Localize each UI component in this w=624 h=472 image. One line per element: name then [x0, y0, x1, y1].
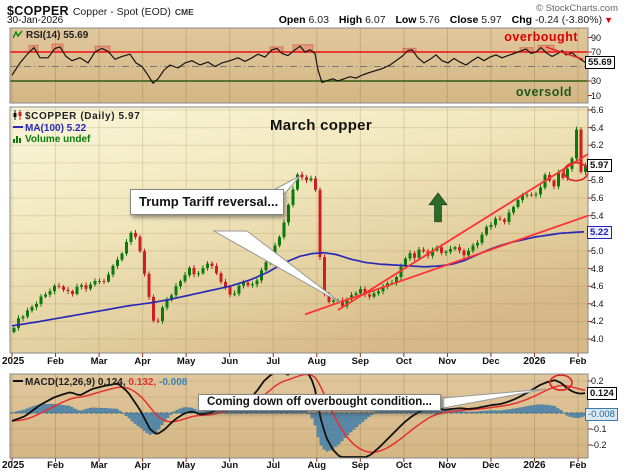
month-label: Mar	[90, 356, 108, 367]
signal-value-label: 0.132,	[128, 377, 157, 388]
month-label: Jun	[221, 356, 239, 367]
symbol-label: $COPPER	[7, 4, 69, 18]
price-axis-tick-label: 5.6	[591, 193, 604, 204]
header-title: $COPPER Copper - Spot (EOD) CME	[7, 2, 194, 20]
macd-axis-tick-label: -0.2	[591, 440, 607, 450]
ma-line-icon	[13, 126, 23, 128]
price-value-badge: 5.97	[587, 159, 612, 172]
price-axis-tick-label: 4.4	[591, 298, 604, 309]
price-axis-tick-label: 6.4	[591, 122, 604, 133]
volume-legend: Volume undef	[13, 134, 90, 145]
month-label: 2026	[523, 356, 546, 367]
price-axis-tick-label: 6.2	[591, 140, 604, 151]
month-label: Jul	[266, 460, 281, 471]
rsi-icon	[12, 30, 23, 42]
oversold-label: oversold	[515, 85, 572, 99]
macd-value-badge: 0.124	[587, 387, 617, 400]
chg-down-triangle-icon: ▼	[604, 15, 613, 25]
price-axis-tick-label: 5.8	[591, 175, 604, 186]
month-label: Jun	[221, 460, 239, 471]
month-label: Dec	[482, 356, 500, 367]
rsi-axis-tick-label: 70	[591, 47, 602, 57]
price-axis-tick-label: 4.2	[591, 316, 604, 327]
open-label: Open	[278, 14, 306, 26]
rsi-axis-tick-label: 30	[591, 76, 602, 86]
high-label: High	[338, 14, 363, 26]
chg-label: Chg	[511, 14, 533, 26]
month-label: 2026	[523, 460, 546, 471]
month-label: Feb	[569, 460, 587, 471]
price-axis-tick-label: 5.4	[591, 210, 604, 221]
month-label: 2025	[2, 356, 25, 367]
low-label: Low	[395, 14, 417, 26]
chart-title: March copper	[270, 117, 372, 134]
month-label: Sep	[351, 356, 370, 367]
close-label: Close	[449, 14, 479, 26]
price-axis-tick-label: 6.6	[591, 105, 604, 115]
month-label: Aug	[307, 356, 326, 367]
month-label: Nov	[438, 460, 457, 471]
month-label: Dec	[482, 460, 500, 471]
month-label: Jul	[266, 356, 281, 367]
copyright-label: © StockCharts.com	[536, 3, 618, 14]
rsi-value-badge: 55.69	[585, 56, 615, 69]
macd-legend: MACD(12,26,9) 0.124, 0.132, -0.008	[13, 377, 187, 388]
month-label: Nov	[438, 356, 457, 367]
chg-value: -0.24 (-3.80%)	[534, 14, 603, 26]
candlestick-icon	[13, 110, 22, 123]
price-axis-tick-label: 4.6	[591, 281, 604, 292]
month-label: May	[176, 460, 196, 471]
price-legend: $COPPER (Daily) 5.97 MA(100) 5.22 Volume…	[13, 110, 140, 146]
price-legend-label: $COPPER (Daily) 5.97	[25, 111, 141, 122]
rsi-legend: RSI(14) 55.69	[12, 30, 89, 42]
macd-legend-label: MACD(12,26,9)	[25, 377, 96, 388]
month-label: Feb	[47, 356, 64, 367]
month-label: 2025	[2, 460, 25, 471]
price-axis-tick-label: 4.8	[591, 263, 604, 274]
symbol-name: Copper - Spot (EOD)	[72, 6, 171, 18]
month-label: Oct	[395, 460, 412, 471]
month-label: May	[176, 356, 196, 367]
price-axis-tick-label: 4.0	[591, 334, 604, 345]
month-label: Sep	[351, 460, 370, 471]
macd-line-icon	[13, 380, 23, 382]
month-label: Oct	[395, 356, 412, 367]
volume-bars-icon	[13, 135, 22, 146]
month-label: Feb	[47, 460, 64, 471]
hist-value-badge: -0.008	[585, 408, 618, 421]
date-label: 30-Jan-2026	[7, 15, 64, 26]
month-label: Aug	[307, 460, 326, 471]
open-value: 6.03	[308, 14, 329, 26]
month-label: Apr	[134, 356, 151, 367]
exchange-label: CME	[174, 7, 194, 17]
macd-callout: Coming down off overbought condition...	[198, 394, 441, 411]
month-label: Mar	[90, 460, 108, 471]
month-label: Apr	[134, 460, 151, 471]
month-label: Feb	[569, 356, 587, 367]
ma-legend: MA(100) 5.22	[13, 123, 86, 134]
macd-axis-tick-label: 0.2	[591, 376, 604, 386]
macd-axis-tick-label: -0.1	[591, 424, 607, 434]
ma-legend-label: MA(100) 5.22	[25, 123, 87, 134]
volume-legend-label: Volume undef	[25, 134, 91, 145]
rsi-axis-tick-label: 10	[591, 90, 602, 101]
macd-value-label: 0.124,	[97, 377, 126, 388]
ma-value-badge: 5.22	[587, 226, 612, 239]
trump-tariff-callout: Trump Tariff reversal...	[130, 189, 284, 216]
low-value: 5.76	[419, 14, 440, 26]
high-value: 6.07	[365, 14, 386, 26]
rsi-axis-tick-label: 90	[591, 32, 602, 43]
quote-line: Open 6.03 High 6.07 Low 5.76 Close 5.97 …	[272, 14, 613, 26]
rsi-legend-label: RSI(14) 55.69	[26, 30, 89, 41]
hist-value-label: -0.008	[159, 377, 188, 388]
price-axis-tick-label: 5.0	[591, 245, 604, 256]
close-value: 5.97	[481, 14, 502, 26]
overbought-label: overbought	[504, 30, 578, 44]
